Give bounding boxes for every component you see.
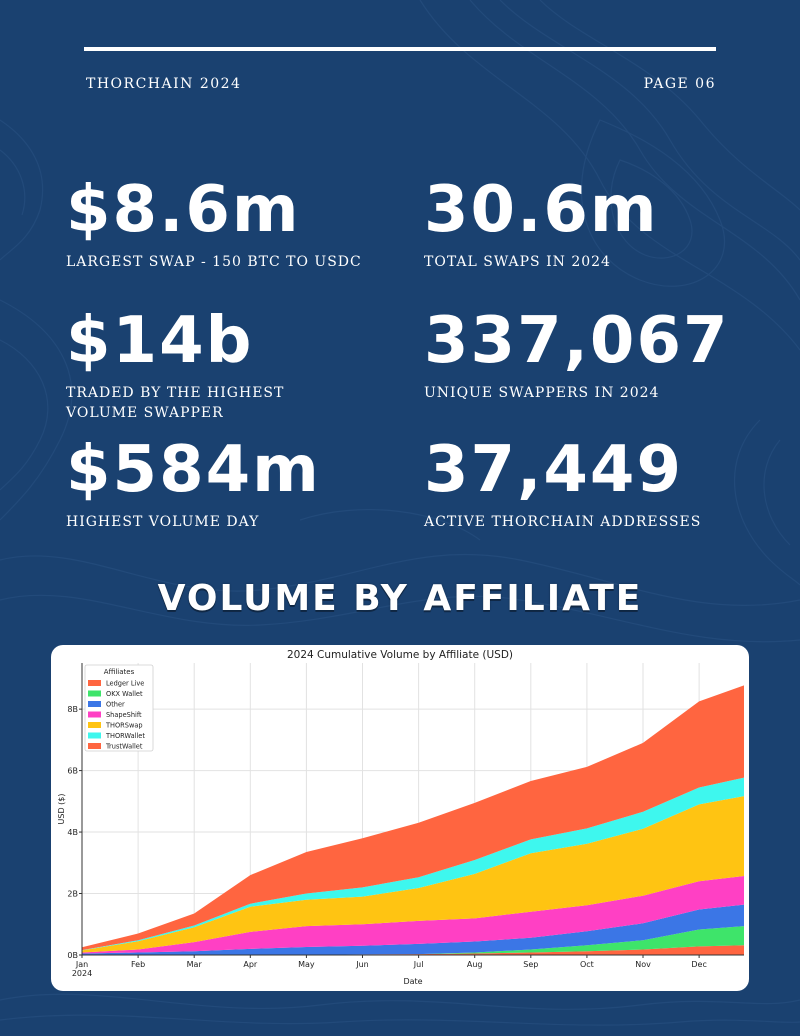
x-tick-label: Nov [635, 960, 651, 969]
x-tick-label: Dec [691, 960, 706, 969]
x-tick-label: Apr [243, 960, 258, 969]
stat-label: ACTIVE THORCHAIN ADDRESSES [424, 514, 702, 530]
chart-card: 0B 2B 4B 6B 8B Jan 2024 Feb Mar Apr May Jun Jul Aug Se… [51, 645, 749, 991]
stat-value: $8.6m [66, 173, 301, 247]
stat-largest-swap: $8.6m LARGEST SWAP - 150 BTC TO USDC [66, 178, 362, 272]
legend-label-okx-wallet: OKX Wallet [106, 690, 143, 698]
stat-top-swapper-volume: $14b TRADED BY THE HIGHEST VOLUME SWAPPE… [66, 309, 284, 423]
area-thorswap [82, 796, 744, 953]
top-rule [84, 47, 716, 51]
x-tick-label: Oct [580, 960, 594, 969]
area-okx-wallet [82, 926, 744, 955]
x-tick-label: Jul [413, 960, 424, 969]
area-ledger-live [82, 945, 744, 955]
area-other [82, 904, 744, 955]
y-tick-label: 8B [67, 705, 78, 714]
legend-swatch-okx-wallet [88, 690, 101, 697]
x-tick-label: Feb [131, 960, 145, 969]
x-tick-label: Mar [187, 960, 203, 969]
legend-label-thorwallet: THORWallet [105, 732, 145, 740]
legend-label-other: Other [106, 701, 125, 709]
legend-label-ledger-live: Ledger Live [106, 680, 144, 688]
header-title: THORCHAIN 2024 [86, 76, 242, 92]
y-tick-label: 4B [67, 828, 78, 837]
y-axis-label: USD ($) [57, 794, 66, 825]
legend-label-shapeshift: ShapeShift [106, 711, 142, 719]
x-axis-label: Date [403, 977, 422, 986]
stat-active-addresses: 37,449 ACTIVE THORCHAIN ADDRESSES [424, 438, 701, 532]
x-tick-label: Jun [355, 960, 369, 969]
stat-highest-volume-day: $584m HIGHEST VOLUME DAY [66, 438, 321, 532]
stat-label: HIGHEST VOLUME DAY [66, 514, 260, 530]
stat-value: 337,067 [424, 304, 730, 378]
y-tick-label: 6B [67, 767, 78, 776]
area-thorwallet [82, 777, 744, 951]
legend-box [84, 664, 154, 752]
legend-swatch-other [88, 701, 101, 707]
page-number: PAGE 06 [643, 76, 716, 92]
legend-label-trustwallet: TrustWallet [105, 743, 143, 751]
x-tick-label: Jan [75, 960, 88, 969]
x-tick-label: Sep [523, 960, 538, 969]
section-title: VOLUME BY AFFILIATE [157, 578, 643, 619]
chart-title: 2024 Cumulative Volume by Affiliate (USD… [287, 649, 513, 661]
legend-swatch-shapeshift [88, 711, 101, 718]
legend-swatch-thorwallet [88, 732, 101, 739]
legend-title: Affiliates [104, 668, 135, 676]
legend-swatch-trustwallet [88, 743, 101, 749]
area-shapeshift [82, 876, 744, 954]
area-trustwallet [82, 685, 744, 951]
stat-unique-swappers: 337,067 UNIQUE SWAPPERS IN 2024 [424, 309, 730, 403]
x-tick-label: May [298, 960, 315, 969]
stat-label: TOTAL SWAPS IN 2024 [424, 254, 611, 270]
stat-value: $14b [66, 304, 254, 378]
y-tick-label: 0B [67, 951, 78, 960]
y-tick-label: 2B [67, 890, 78, 899]
stat-value: 30.6m [424, 173, 659, 247]
legend-swatch-thorswap [88, 722, 101, 728]
stat-label: TRADED BY THE HIGHEST VOLUME SWAPPER [66, 385, 285, 421]
stat-label: UNIQUE SWAPPERS IN 2024 [424, 385, 660, 401]
x-tick-label: 2024 [72, 969, 92, 978]
stat-total-swaps: 30.6m TOTAL SWAPS IN 2024 [424, 178, 659, 272]
legend-swatch-ledger-live [88, 680, 101, 686]
legend-label-thorswap: THORSwap [105, 722, 143, 730]
stat-label: LARGEST SWAP - 150 BTC TO USDC [66, 254, 362, 270]
x-tick-label: Aug [467, 960, 483, 969]
stat-value: $584m [66, 433, 321, 507]
stat-value: 37,449 [424, 433, 683, 507]
